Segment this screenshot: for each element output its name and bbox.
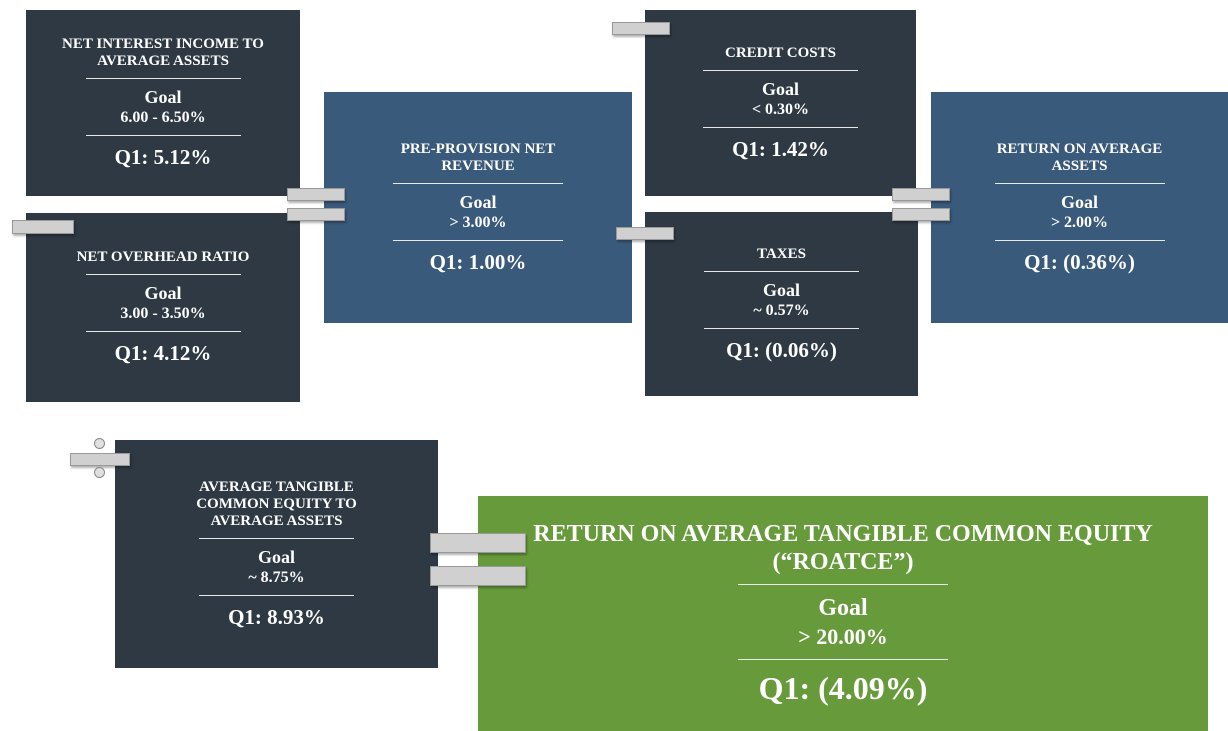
- goal-label: Goal: [144, 283, 182, 303]
- minus-sign: [12, 220, 74, 234]
- divider: [994, 182, 1165, 184]
- q1-result: Q1: 1.00%: [429, 249, 527, 274]
- divider: [994, 239, 1165, 241]
- divider: [738, 583, 948, 585]
- q1-result: Q1: (4.09%): [758, 669, 928, 706]
- metric-box: RETURN ON AVERAGE ASSETS Goal > 2.00% Q1: (…: [931, 92, 1228, 323]
- goal-label: Goal: [144, 87, 182, 107]
- goal-value: < 0.30%: [751, 100, 810, 118]
- divider: [393, 239, 563, 241]
- q1-result: Q1: 4.12%: [114, 341, 212, 365]
- metric-box: NET OVERHEAD RATIO Goal 3.00 - 3.50% Q1: 4.…: [26, 213, 300, 402]
- q1-result: Q1: (0.06%): [726, 337, 837, 362]
- q1-result: Q1: 1.42%: [732, 136, 829, 161]
- q1-result: Q1: 8.93%: [228, 604, 325, 629]
- metric-box: NET INTEREST INCOME TO AVERAGE ASSETS Goa…: [26, 10, 300, 196]
- goal-label: Goal: [257, 546, 295, 567]
- box-title: RETURN ON AVERAGE ASSETS: [996, 140, 1163, 174]
- box-title: PRE-PROVISION NET REVENUE: [400, 140, 556, 174]
- box-title: NET INTEREST INCOME TO AVERAGE ASSETS: [62, 36, 264, 69]
- metric-box: RETURN ON AVERAGE TANGIBLE COMMON EQUITY…: [478, 496, 1208, 731]
- divider: [85, 78, 241, 79]
- equals-sign: [892, 188, 950, 201]
- box-title: RETURN ON AVERAGE TANGIBLE COMMON EQUITY…: [533, 520, 1153, 575]
- goal-label: Goal: [1060, 191, 1098, 212]
- divide-sign: [70, 453, 130, 466]
- goal-label: Goal: [459, 191, 497, 212]
- divide-dot: [94, 467, 105, 478]
- divider: [704, 327, 859, 329]
- goal-value: ~ 8.75%: [248, 568, 305, 586]
- equals-sign: [430, 533, 526, 553]
- goal-value: 3.00 - 3.50%: [120, 305, 206, 322]
- metric-box: PRE-PROVISION NET REVENUE Goal > 3.00% Q1: …: [324, 92, 632, 323]
- divider: [738, 658, 948, 660]
- goal-value: 6.00 - 6.50%: [120, 109, 206, 126]
- divider: [85, 135, 241, 136]
- divider: [85, 274, 241, 275]
- goal-label: Goal: [761, 78, 799, 99]
- divider: [704, 270, 859, 272]
- divide-dot: [94, 438, 105, 449]
- divider: [85, 331, 241, 332]
- equals-sign: [287, 208, 345, 221]
- q1-result: Q1: (0.36%): [1024, 249, 1135, 274]
- divider: [199, 594, 354, 596]
- box-title: NET OVERHEAD RATIO: [76, 249, 250, 265]
- goal-label: Goal: [762, 279, 800, 300]
- goal-label: Goal: [818, 594, 868, 621]
- box-title: CREDIT COSTS: [724, 44, 836, 61]
- equals-sign: [892, 208, 950, 221]
- divider: [199, 537, 354, 539]
- divider: [393, 182, 563, 184]
- divider: [703, 69, 858, 71]
- q1-result: Q1: 5.12%: [114, 145, 212, 169]
- goal-value: > 20.00%: [798, 623, 888, 649]
- box-title: TAXES: [757, 245, 806, 262]
- box-title: AVERAGE TANGIBLE COMMON EQUITY TO AVERAG…: [196, 478, 357, 529]
- metric-box: TAXES Goal ~ 0.57% Q1: (0.06%): [645, 212, 918, 396]
- equals-sign: [287, 188, 345, 201]
- goal-value: ~ 0.57%: [753, 301, 810, 319]
- divider: [703, 126, 858, 128]
- minus-sign: [612, 22, 670, 35]
- equals-sign: [430, 566, 526, 586]
- goal-value: > 3.00%: [449, 213, 507, 231]
- metric-box: CREDIT COSTS Goal < 0.30% Q1: 1.42%: [645, 10, 916, 196]
- minus-sign: [616, 227, 674, 240]
- goal-value: > 2.00%: [1050, 213, 1109, 231]
- metric-box: AVERAGE TANGIBLE COMMON EQUITY TO AVERAG…: [115, 440, 438, 668]
